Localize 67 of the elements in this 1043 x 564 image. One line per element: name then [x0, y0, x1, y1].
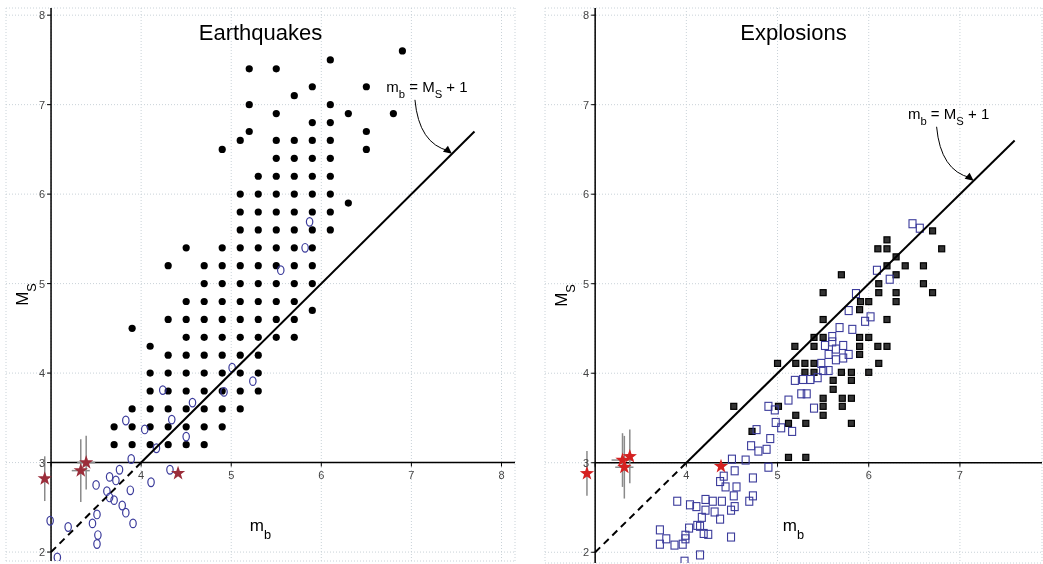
- x-tick-label: 5: [774, 468, 781, 481]
- x-tick-label: 4: [683, 468, 690, 481]
- x-tick-label: 5: [228, 468, 235, 481]
- point: [103, 486, 111, 497]
- point: [305, 216, 314, 227]
- point: [46, 515, 54, 526]
- point: [126, 485, 135, 496]
- point: [127, 454, 136, 464]
- y-tick-label: 6: [38, 188, 46, 201]
- y-tick-label: 3: [583, 456, 590, 469]
- y-tick-label: 5: [38, 277, 46, 290]
- point: [93, 539, 101, 549]
- point: [140, 424, 149, 435]
- text: Explosions: [740, 20, 847, 45]
- point: [64, 522, 72, 532]
- point: [276, 265, 285, 276]
- point: [93, 509, 101, 520]
- point: [105, 471, 114, 482]
- y-tick-label: 7: [583, 98, 590, 111]
- y-tick-label: 5: [583, 277, 590, 290]
- point: [37, 471, 52, 485]
- y-tick-label: 4: [38, 367, 46, 380]
- point: [115, 464, 124, 475]
- y-tick-label: 6: [583, 188, 590, 201]
- point: [188, 397, 197, 408]
- y-tick-label: 2: [583, 546, 590, 559]
- x-tick-label: 7: [408, 468, 415, 481]
- point: [53, 552, 62, 561]
- point: [301, 242, 309, 253]
- point: [182, 431, 190, 442]
- point: [94, 530, 102, 540]
- point: [152, 443, 161, 454]
- point: [122, 415, 130, 426]
- point: [129, 518, 137, 529]
- point: [79, 455, 94, 469]
- point: [622, 448, 637, 463]
- annotation: m$_{b}$ = M$_{S}$ + 1: [386, 77, 468, 100]
- point: [73, 463, 88, 477]
- x-tick-label: 7: [956, 468, 963, 481]
- point: [92, 480, 100, 490]
- y-tick-label: 8: [583, 9, 590, 22]
- text: Earthquakes: [198, 20, 323, 45]
- annotation: m$_{b}$ = M$_{S}$ + 1: [907, 104, 990, 127]
- point: [713, 458, 729, 473]
- x-axis-title: m$_{b}$: [249, 515, 272, 542]
- x-tick-label: 6: [865, 468, 872, 481]
- point: [118, 500, 127, 511]
- point: [579, 465, 595, 480]
- point: [166, 464, 174, 475]
- point: [122, 507, 130, 518]
- y-tick-label: 4: [583, 367, 590, 380]
- point: [167, 414, 176, 425]
- y-tick-label: 2: [38, 546, 46, 559]
- x-axis-title: m$_{b}$: [782, 515, 805, 542]
- point: [158, 385, 167, 395]
- point: [147, 477, 155, 488]
- x-tick-label: 6: [318, 468, 325, 481]
- point: [110, 495, 118, 506]
- point: [105, 492, 114, 503]
- point: [249, 376, 257, 387]
- point: [170, 465, 186, 480]
- point: [112, 475, 120, 486]
- y-tick-label: 7: [38, 98, 46, 111]
- x-tick-label: 8: [498, 468, 505, 481]
- x-tick-label: 4: [138, 468, 145, 481]
- point: [88, 518, 97, 529]
- y-tick-label: 8: [38, 9, 46, 22]
